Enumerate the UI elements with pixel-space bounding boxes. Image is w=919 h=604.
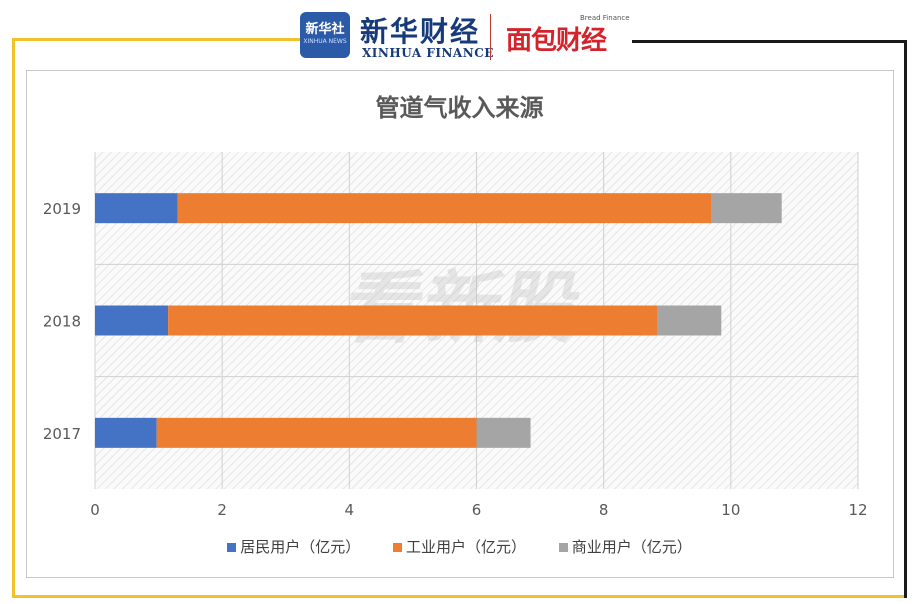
bar-segment-2018-series-2 [168,305,658,336]
bar-segment-2019-series-3 [711,193,782,224]
x-tick-label: 10 [721,501,740,519]
bar-segment-2019-series-2 [177,193,712,224]
frame-right-line [904,40,907,598]
bar-segment-2017-series-2 [156,417,477,448]
frame-top-right-line [632,40,907,43]
bar-segment-2018-series-1 [95,305,169,336]
bar-segment-2018-series-3 [657,305,722,336]
x-tick-label: 8 [599,501,609,519]
x-tick-label: 4 [345,501,355,519]
brand-name-cn: 新华财经 [360,15,481,48]
x-tick-label: 0 [90,501,100,519]
legend-item-industrial: 工业用户（亿元） [392,536,526,557]
chart-title: 管道气收入来源 [375,94,544,122]
legend-swatch-residential [227,543,237,552]
header-separator [490,14,491,60]
bar-segment-2017-series-3 [476,417,531,448]
logo-text: 新华社 [305,22,345,37]
frame-bottom-line [12,595,907,598]
legend-swatch-industrial [392,543,402,552]
x-tick-label: 6 [472,501,482,519]
chart-legend: 居民用户（亿元） 工业用户（亿元） 商业用户（亿元） [0,536,919,557]
legend-swatch-commercial [558,543,568,552]
legend-label-commercial: 商业用户（亿元） [571,538,692,556]
y-category-label: 2019 [43,200,81,218]
legend-item-commercial: 商业用户（亿元） [558,536,692,557]
x-tick-label: 2 [217,501,227,519]
y-category-label: 2018 [43,313,81,331]
bread-finance-en: Bread Finance [580,14,630,22]
frame-left-line [12,38,15,598]
bread-finance-logo: 面包财经 [506,26,607,56]
xinhua-news-logo: 新华社 XINHUA NEWS [300,12,350,58]
logo-subtext: XINHUA NEWS [303,38,347,45]
legend-label-industrial: 工业用户（亿元） [405,538,526,556]
bar-segment-2017-series-1 [95,417,157,448]
legend-label-residential: 居民用户（亿元） [240,538,361,556]
legend-item-residential: 居民用户（亿元） [227,536,360,557]
y-category-label: 2017 [43,425,81,443]
frame-top-left-line [12,38,300,41]
header-logo-area [300,8,630,68]
bar-segment-2019-series-1 [95,193,178,224]
brand-name-en: XINHUA FINANCE [362,46,494,60]
x-tick-label: 12 [848,501,867,519]
